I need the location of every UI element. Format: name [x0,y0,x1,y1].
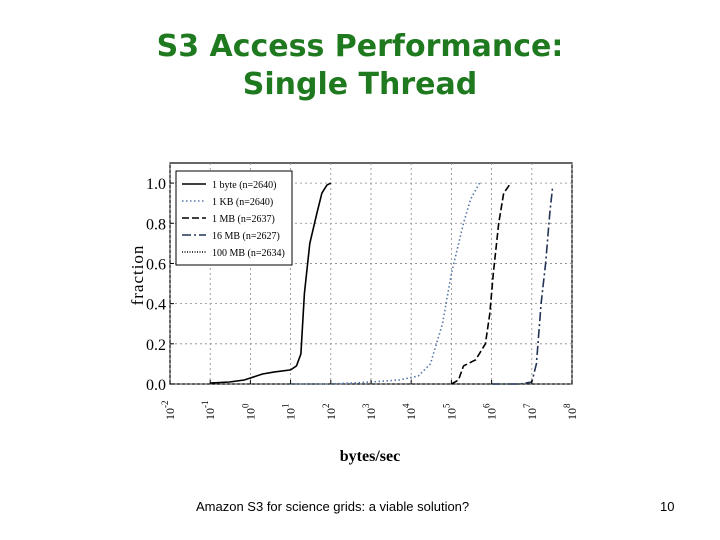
x-tick-label: 10-2 [160,401,177,421]
y-tick-label: 1.0 [146,176,166,193]
legend: 1 byte (n=2640) 1 KB (n=2640) 1 MB (n=2637… [175,170,293,266]
legend-label-2: 1 MB (n=2637) [212,214,275,225]
x-axis-ticks: 10-2 10-1 100 101 102 103 104 105 106 107 108 [160,380,579,420]
slide-footer: Amazon S3 for science grids: a viable so… [196,499,470,514]
y-tick-label: 0.2 [146,337,166,354]
page-number: 10 [660,499,675,514]
series-lines [210,182,554,385]
legend-label-4: 100 MB (n=2634) [212,248,285,259]
x-axis-label: bytes/sec [340,448,400,465]
x-tick-label: 103 [361,403,378,420]
x-tick-label: 107 [522,403,539,420]
slide-title: S3 Access Performance: Single Thread [0,28,720,104]
y-tick-label: 0.0 [146,377,166,394]
legend-label-3: 16 MB (n=2627) [212,231,280,242]
series-line-2 [451,182,512,385]
title-line-1: S3 Access Performance: [156,29,564,64]
series-line-0 [210,182,332,384]
x-tick-label: 101 [281,404,298,421]
x-tick-label: 10-1 [200,401,217,421]
x-tick-label: 105 [441,403,458,420]
x-tick-label: 102 [321,404,338,421]
series-line-1 [290,182,481,385]
y-axis-ticks: 0.0 0.2 0.4 0.6 0.8 1.0 [146,176,174,394]
x-tick-label: 108 [562,403,579,420]
series-line-3 [491,187,554,385]
y-axis-label: fraction [128,245,147,306]
y-tick-label: 0.4 [146,297,166,314]
legend-label-1: 1 KB (n=2640) [212,197,273,208]
title-line-2: Single Thread [242,67,478,102]
y-tick-label: 0.8 [146,216,166,233]
y-tick-label: 0.6 [146,256,166,273]
cdf-chart: 0.00.20.40.60.81.0 10-210-11001011021031… [128,162,579,465]
x-tick-label: 104 [401,403,418,420]
x-tick-label: 100 [240,403,257,420]
x-tick-label: 106 [482,403,499,420]
legend-label-0: 1 byte (n=2640) [212,180,277,191]
